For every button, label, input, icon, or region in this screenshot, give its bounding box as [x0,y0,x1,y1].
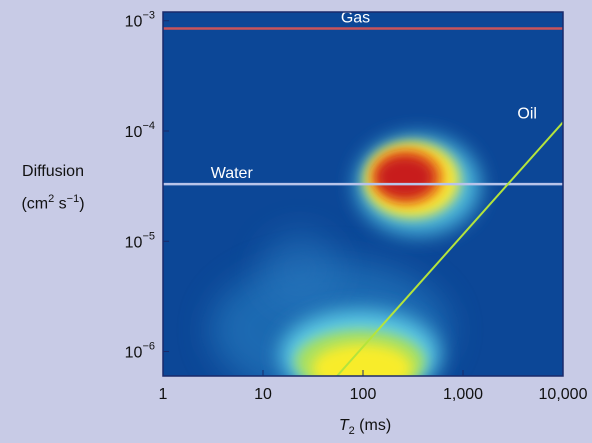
heatmap-layer [210,135,480,376]
x-tick-label: 1,000 [443,386,483,403]
x-tick-label: 10 [254,386,272,403]
y-tick-label: 10−5 [125,230,155,251]
x-tick-label: 10,000 [539,386,588,403]
oil-label: Oil [517,105,537,122]
y-tick-label: 10−6 [125,341,155,362]
y-axis-label: Diffusion [10,163,96,181]
y-axis-label-line1: Diffusion [22,163,84,180]
diffuse-glow-upper [260,230,340,310]
water-peak-core [375,155,435,199]
oil-line [336,121,563,376]
x-tick-label: 1 [159,386,168,403]
x-axis-label: T2 (ms) [338,417,392,438]
y-tick-label: 10−3 [125,10,155,31]
y-axis-unit: (cm2 s−1) [21,193,85,213]
x-tick-label: 100 [350,386,377,403]
water-label: Water [211,165,254,182]
y-tick-label: 10−4 [125,120,155,141]
gas-label: Gas [341,10,370,27]
oil-peak-yellow [312,344,412,376]
